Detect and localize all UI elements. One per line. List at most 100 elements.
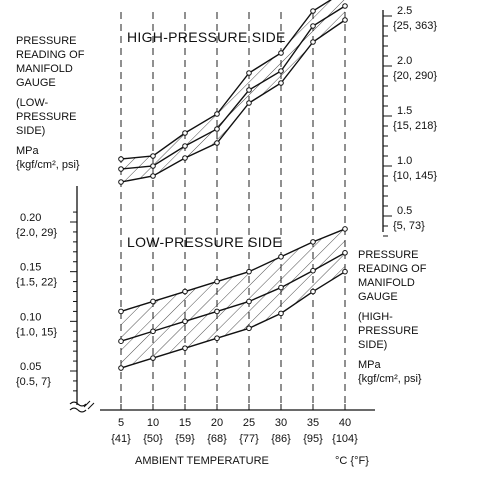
data-point [342, 17, 348, 23]
data-point [278, 284, 284, 291]
data-point [118, 338, 124, 345]
high-side-upper-line [120, 0, 332, 160]
data-point [118, 179, 124, 185]
y-axis-label-line: PRESSURE [358, 249, 419, 261]
y-axis-label-line: READING OF [16, 49, 85, 61]
data-point [342, 268, 348, 275]
data-point [150, 328, 156, 335]
data-point [310, 288, 316, 295]
high-side-y-ticks: 0.5 {5, 73} 1.0 {10, 145} 1.5 {15, 218} 2.0 {20… [383, 5, 437, 237]
data-point [310, 8, 316, 14]
x-tick-label: 20 [211, 417, 223, 429]
data-point [246, 100, 252, 106]
series-lines [120, 0, 346, 369]
x-tick-sublabel: {59} [175, 433, 195, 445]
x-tick-sublabel: {95} [303, 433, 323, 445]
y-tick-label: 0.20 [20, 212, 41, 224]
y-tick-label: 0.5 [397, 205, 412, 217]
y-tick-sublabel: {5, 73} [393, 220, 425, 232]
x-axis-unit: °C {°F} [335, 455, 369, 467]
data-point [150, 173, 156, 179]
y-axis-label-line: (LOW- [16, 97, 49, 109]
y-axis-label-line: MANIFOLD [16, 63, 73, 75]
y-tick-sublabel: {2.0, 29} [16, 227, 57, 239]
x-tick-label: 30 [275, 417, 287, 429]
data-point [310, 23, 316, 29]
x-axis-label: AMBIENT TEMPERATURE [135, 455, 269, 467]
data-point [118, 308, 124, 315]
hatched-bands [121, 0, 345, 369]
data-point [182, 130, 188, 136]
y-axis-label-line: SIDE) [16, 125, 45, 137]
data-point [342, 3, 348, 9]
data-point [278, 253, 284, 260]
axes [69, 10, 384, 413]
x-tick-sublabel: {77} [239, 433, 259, 445]
data-point [182, 288, 188, 295]
y-tick-sublabel: {0.5, 7} [16, 376, 51, 388]
series-points [118, 3, 348, 371]
data-point [342, 226, 348, 232]
data-point [214, 335, 220, 342]
y-tick-label: 2.0 [397, 55, 412, 67]
axis-break-icon [69, 401, 87, 413]
y-tick-label: 0.05 [20, 361, 41, 373]
data-point [118, 365, 124, 371]
data-point [182, 345, 188, 351]
y-tick-label: 0.15 [20, 262, 41, 274]
data-point [246, 87, 252, 93]
y-axis-label-line: PRESSURE [358, 325, 419, 337]
data-point [246, 298, 252, 305]
data-point [150, 153, 156, 159]
y-axis-label-line: READING OF [358, 263, 427, 275]
data-point [278, 310, 284, 317]
y-axis-label-line: PRESSURE [16, 111, 77, 123]
data-point [214, 111, 220, 117]
low-side-middle-line [120, 252, 346, 342]
y-axis-label-line: GAUGE [16, 77, 56, 89]
x-tick-label: 40 [339, 417, 351, 429]
data-point [214, 140, 220, 146]
y-axis-label-line: {kgf/cm², psi} [16, 159, 80, 171]
data-point [150, 163, 156, 169]
y-tick-label: 1.0 [397, 155, 412, 167]
y-axis-label-line: SIDE) [358, 339, 387, 351]
low-side-band [121, 228, 345, 369]
data-point [182, 155, 188, 161]
data-point [214, 278, 220, 285]
y-axis-label-line: MANIFOLD [358, 277, 415, 289]
y-tick-sublabel: {25, 363} [393, 20, 437, 32]
y-tick-sublabel: {20, 290} [393, 70, 437, 82]
y-tick-sublabel: {10, 145} [393, 170, 437, 182]
axis-break-icon [83, 400, 95, 410]
data-point [118, 166, 124, 172]
high-side-band [121, 0, 345, 182]
high-side-middle-line [120, 5, 346, 170]
x-tick-sublabel: {86} [271, 433, 291, 445]
data-point [214, 308, 220, 315]
y-tick-label: 1.5 [397, 105, 412, 117]
y-tick-label: 0.10 [20, 311, 41, 323]
x-tick-label: 5 [118, 417, 124, 429]
y-tick-label: 2.5 [397, 5, 412, 17]
temperature-gridlines [120, 12, 346, 410]
data-point [246, 325, 252, 332]
x-tick-sublabel: {41} [111, 433, 131, 445]
data-point [278, 80, 284, 86]
x-tick-sublabel: {68} [207, 433, 227, 445]
low-side-upper-line [120, 228, 346, 313]
y-axis-label-line: {kgf/cm², psi} [358, 373, 422, 385]
x-tick-sublabel: {50} [143, 433, 163, 445]
x-tick-sublabel: {104} [332, 433, 358, 445]
x-tick-label: 10 [147, 417, 159, 429]
low-side-title: LOW-PRESSURE SIDE [127, 234, 282, 250]
data-point [310, 267, 316, 274]
data-point [342, 249, 348, 256]
data-point [310, 239, 316, 245]
data-point [246, 70, 252, 76]
y-axis-label-line: MPa [16, 145, 40, 157]
y-axis-label-line: GAUGE [358, 291, 398, 303]
data-point [182, 143, 188, 149]
high-side-y-axis-label: PRESSURE READING OF MANIFOLD GAUGE (HIGH- PRE… [358, 249, 427, 385]
